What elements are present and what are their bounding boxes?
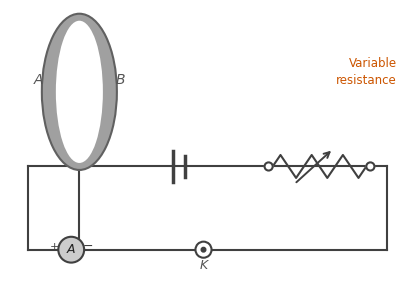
Text: B: B: [115, 73, 125, 87]
Circle shape: [58, 237, 84, 263]
Circle shape: [201, 247, 206, 252]
Circle shape: [195, 242, 212, 258]
Text: K: K: [199, 259, 208, 272]
Circle shape: [366, 162, 374, 170]
Text: +: +: [50, 242, 59, 252]
Text: A: A: [34, 73, 44, 87]
Text: −: −: [83, 240, 93, 253]
Ellipse shape: [42, 14, 117, 170]
Circle shape: [265, 162, 273, 170]
Text: Variable
resistance: Variable resistance: [336, 57, 397, 87]
Ellipse shape: [56, 21, 103, 163]
Text: A: A: [67, 243, 75, 256]
